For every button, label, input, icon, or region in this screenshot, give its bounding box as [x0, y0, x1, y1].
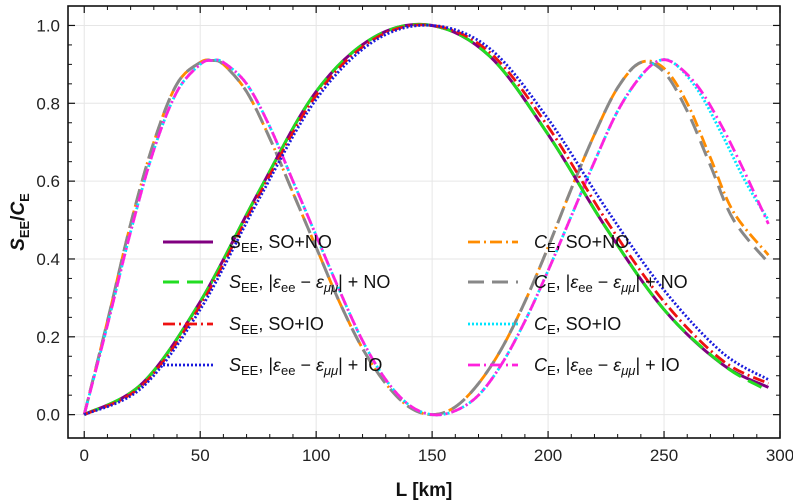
x-tick-label: 150: [418, 446, 446, 465]
legend-eps: ε: [316, 272, 325, 292]
legend-eps: ε: [570, 355, 579, 375]
legend-sym: C: [534, 314, 548, 334]
legend-suffix: , SO+IO: [258, 314, 324, 334]
legend-tail: | + IO: [338, 355, 382, 375]
legend-eps-sub1: ee: [281, 280, 295, 295]
legend-sub: E: [547, 240, 556, 255]
y-axis-label: SEE/CE: [8, 193, 32, 251]
legend-sym: C: [534, 355, 548, 375]
ticks: [68, 6, 781, 438]
legend-label-3: SEE, |εee − εμμ| + IO: [229, 355, 382, 378]
legend-eps: ε: [273, 355, 282, 375]
legend-tail: | + IO: [635, 355, 679, 375]
legend-sub: E: [547, 322, 556, 337]
legend-minus: −: [593, 272, 614, 292]
y-tick-label: 0.6: [36, 172, 60, 191]
legend-tail: | + NO: [635, 272, 687, 292]
legend-suffix: , |: [556, 272, 571, 292]
legend-sym: S: [229, 232, 241, 252]
legend-minus: −: [593, 355, 614, 375]
legend-eps-sub2: μμ: [620, 280, 635, 295]
legend-eps: ε: [613, 355, 622, 375]
legend-label-5: CE, |εee − εμμ| + NO: [534, 272, 688, 295]
series-line-3: [83, 23, 770, 416]
legend-label-2: SEE, SO+IO: [229, 314, 324, 337]
legend-eps: ε: [570, 272, 579, 292]
ylabel-c-sub: E: [17, 193, 32, 202]
tick-labels: 0 50 100 150 200 250 300 0.0 0.2 0.4 0.6 0.8 1.0: [36, 16, 793, 465]
y-tick-label: 1.0: [36, 16, 60, 35]
legend-eps-sub2: μμ: [323, 363, 338, 378]
legend-tail: | + NO: [338, 272, 390, 292]
legend-sym: S: [229, 355, 241, 375]
ylabel-s-sub: EE: [17, 221, 32, 239]
legend-label-4: CE, SO+NO: [534, 232, 629, 255]
series-line-5: [82, 58, 770, 417]
ylabel-slash: /: [8, 215, 29, 221]
legend-sub: E: [547, 280, 556, 295]
x-tick-label: 250: [650, 446, 678, 465]
legend-suffix: , SO+NO: [556, 232, 630, 252]
y-tick-label: 0.8: [36, 94, 60, 113]
legend-sub: EE: [241, 322, 259, 337]
legend-sub: EE: [241, 280, 259, 295]
x-tick-label: 100: [302, 446, 330, 465]
x-tick-label: 300: [766, 446, 793, 465]
legend-eps: ε: [316, 355, 325, 375]
legend-suffix: , SO+IO: [556, 314, 622, 334]
legend-suffix: , |: [258, 355, 273, 375]
legend-suffix: , |: [258, 272, 273, 292]
legend-eps-sub2: μμ: [323, 280, 338, 295]
legend-sub: EE: [241, 363, 259, 378]
series-layer: [82, 22, 770, 417]
legend-suffix: , |: [556, 355, 571, 375]
y-tick-label: 0.4: [36, 250, 60, 269]
legend-sym: S: [229, 272, 241, 292]
x-tick-label: 50: [191, 446, 210, 465]
legend-label-0: SEE, SO+NO: [229, 232, 332, 255]
legend-label-7: CE, |εee − εμμ| + IO: [534, 355, 680, 378]
legend-label-1: SEE, |εee − εμμ| + NO: [229, 272, 390, 295]
legend-sym: S: [229, 314, 241, 334]
x-tick-label: 200: [534, 446, 562, 465]
series-line-2: [83, 23, 770, 416]
x-axis-label: L [km]: [396, 480, 453, 501]
legend-sym: C: [534, 232, 548, 252]
legend-eps: ε: [613, 272, 622, 292]
legend-eps-sub1: ee: [578, 363, 592, 378]
legend-eps: ε: [273, 272, 282, 292]
y-tick-label: 0.2: [36, 328, 60, 347]
ylabel-s: S: [8, 238, 29, 251]
legend-eps-sub1: ee: [281, 363, 295, 378]
plot-frame: [67, 5, 781, 439]
legend-sub: E: [547, 363, 556, 378]
legend-minus: −: [295, 355, 316, 375]
legend-eps-sub2: μμ: [620, 363, 635, 378]
series-line-7: [82, 58, 770, 417]
legend-minus: −: [295, 272, 316, 292]
legend-suffix: , SO+NO: [258, 232, 332, 252]
legend-eps-sub1: ee: [578, 280, 592, 295]
x-tick-label: 0: [80, 446, 89, 465]
ylabel-c: C: [8, 202, 29, 216]
legend-sym: C: [534, 272, 548, 292]
y-tick-label: 0.0: [36, 406, 60, 425]
legend-label-6: CE, SO+IO: [534, 314, 621, 337]
legend-sub: EE: [241, 240, 259, 255]
